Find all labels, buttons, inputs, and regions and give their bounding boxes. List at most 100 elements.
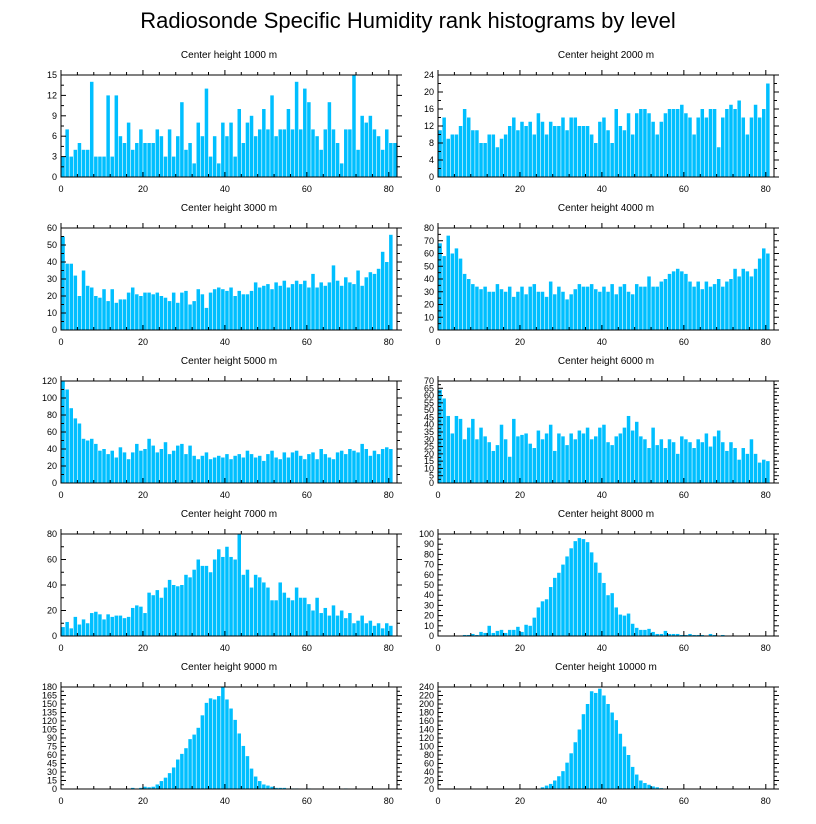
histogram-bar — [200, 565, 205, 637]
y-tick-label: 24 — [424, 70, 434, 80]
histogram-bar — [303, 597, 307, 636]
histogram-bar — [671, 442, 676, 483]
x-tick-label: 40 — [220, 643, 230, 653]
histogram-bar — [94, 443, 98, 483]
histogram-bar — [557, 572, 561, 636]
histogram-bar — [286, 597, 291, 636]
histogram-bar — [598, 688, 602, 789]
histogram-bar — [692, 134, 696, 177]
histogram-bar — [270, 95, 274, 177]
y-tick-label: 10 — [47, 308, 57, 318]
histogram-bar — [286, 287, 291, 330]
histogram-bar — [385, 447, 389, 483]
histogram-bar — [630, 294, 635, 330]
histogram-bar — [188, 577, 192, 636]
histogram-bar — [98, 297, 102, 330]
panel-title: Center height 6000 m — [558, 356, 654, 367]
histogram-bar — [241, 574, 246, 636]
histogram-bar — [245, 122, 250, 177]
panel-title: Center height 3000 m — [181, 203, 277, 214]
histogram-bar — [553, 450, 557, 483]
histogram-bar — [475, 286, 479, 330]
histogram-bar — [729, 104, 733, 177]
histogram-bar — [262, 582, 266, 636]
histogram-bar — [212, 559, 217, 636]
histogram-bar — [212, 136, 217, 177]
histogram-bar — [528, 286, 532, 330]
histogram-bar — [376, 136, 381, 177]
histogram-bar — [512, 117, 516, 177]
histogram-bar — [229, 122, 233, 177]
histogram-bar — [294, 81, 299, 177]
y-tick-label: 105 — [42, 725, 57, 735]
histogram-bar — [237, 290, 241, 330]
histogram-bar — [712, 436, 717, 483]
histogram-bar — [110, 616, 114, 637]
histogram-bar — [622, 284, 627, 330]
histogram-bar — [323, 607, 328, 636]
histogram-bar — [73, 616, 78, 637]
y-tick-label: 15 — [424, 456, 434, 466]
histogram-bar — [503, 632, 508, 636]
histogram-bar — [217, 287, 221, 330]
x-tick-label: 40 — [220, 490, 230, 500]
histogram-bar — [339, 610, 344, 636]
histogram-bar — [352, 450, 356, 483]
y-tick-label: 120 — [419, 733, 434, 743]
histogram-bar — [712, 284, 717, 330]
histogram-panel-5: 0 20 40 60 80 0 20 40 60 80 100 120 Center height 50… — [42, 356, 402, 500]
y-tick-label: 25 — [424, 442, 434, 452]
x-tick-label: 20 — [138, 643, 148, 653]
histogram-bar — [139, 129, 143, 177]
histogram-bar — [339, 163, 344, 177]
histogram-bar — [225, 699, 229, 789]
histogram-bar — [741, 268, 746, 330]
histogram-bar — [512, 629, 516, 636]
histogram-bar — [126, 292, 131, 330]
histogram-bar — [446, 138, 450, 177]
histogram-bar — [184, 454, 188, 483]
histogram-bar — [196, 559, 201, 636]
x-tick-label: 40 — [597, 643, 607, 653]
histogram-bar — [548, 281, 553, 330]
histogram-bar — [339, 450, 344, 483]
histogram-bar — [249, 290, 254, 330]
histogram-bar — [610, 284, 614, 330]
histogram-bar — [462, 634, 467, 636]
histogram-bar — [553, 780, 557, 789]
y-tick-label: 5 — [429, 471, 434, 481]
histogram-bar — [253, 282, 258, 330]
histogram-bar — [696, 439, 700, 483]
y-tick-label: 10 — [424, 312, 434, 322]
histogram-bar — [438, 130, 442, 177]
histogram-bar — [249, 454, 254, 483]
histogram-bar — [233, 719, 237, 789]
histogram-bar — [610, 712, 614, 789]
histogram-bar — [647, 628, 651, 636]
histogram-bar — [180, 753, 184, 789]
x-tick-label: 0 — [58, 643, 63, 653]
histogram-bar — [663, 448, 668, 483]
histogram-bar — [364, 277, 369, 330]
histogram-bar — [741, 448, 746, 483]
histogram-bar — [192, 455, 196, 483]
histogram-bar — [143, 292, 147, 330]
y-tick-label: 60 — [47, 750, 57, 760]
histogram-bar — [585, 427, 590, 483]
histogram-bar — [733, 448, 737, 483]
histogram-bar — [65, 263, 69, 330]
histogram-bar — [241, 294, 246, 330]
histogram-bar — [647, 113, 651, 177]
histogram-bar — [516, 291, 520, 330]
histogram-bar — [581, 126, 586, 177]
histogram-bar — [372, 625, 377, 636]
histogram-bar — [684, 634, 688, 636]
histogram-bar — [589, 552, 594, 636]
histogram-bar — [479, 427, 483, 483]
histogram-bar — [344, 618, 348, 636]
histogram-bar — [352, 623, 356, 636]
histogram-bar — [249, 768, 254, 789]
x-tick-label: 40 — [597, 184, 607, 194]
histogram-bar — [122, 618, 127, 636]
histogram-bar — [610, 143, 614, 177]
